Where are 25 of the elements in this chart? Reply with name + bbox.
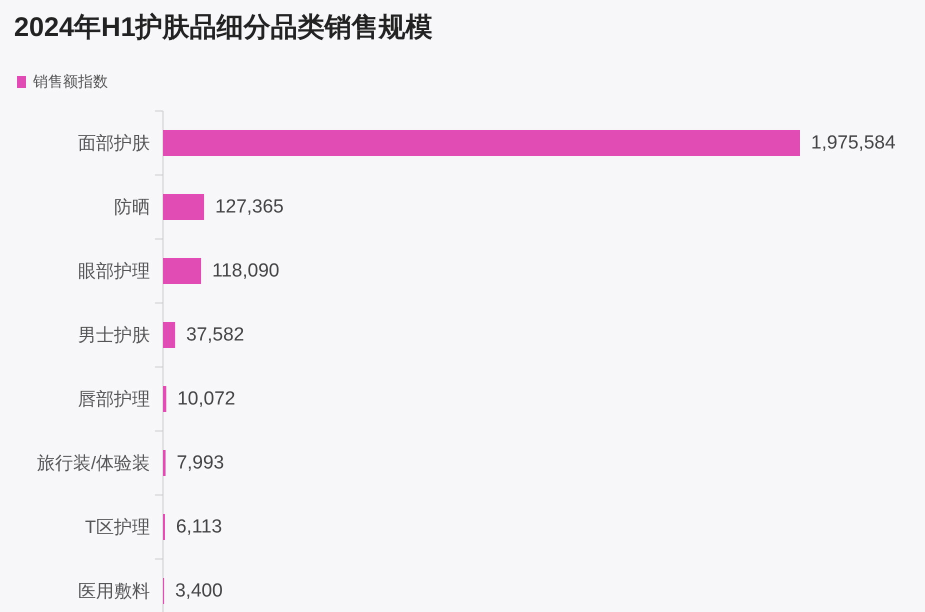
data-label: 3,400 <box>175 580 223 602</box>
data-label: 118,090 <box>212 260 280 282</box>
bar <box>163 450 166 476</box>
data-label: 1,975,584 <box>811 132 896 154</box>
chart-title: 2024年H1护肤品细分品类销售规模 <box>14 12 433 42</box>
bar <box>163 258 202 284</box>
bar <box>163 130 800 156</box>
data-label: 6,113 <box>176 516 222 538</box>
data-label: 10,072 <box>177 388 236 410</box>
data-label: 7,993 <box>176 452 224 474</box>
y-tick-label: 男士护肤 <box>78 325 150 345</box>
y-tick-label: 面部护肤 <box>78 133 150 153</box>
y-tick-label: 唇部护理 <box>78 389 150 409</box>
bar <box>163 194 204 220</box>
bar <box>163 322 176 348</box>
legend: 销售额指数 <box>17 74 108 90</box>
y-tick-label: 眼部护理 <box>78 261 150 281</box>
y-tick-label: T区护理 <box>85 517 150 537</box>
data-label: 127,365 <box>215 196 284 218</box>
y-tick-label: 防晒 <box>114 197 150 217</box>
bar <box>163 386 166 412</box>
y-tick-label: 医用敷料 <box>78 581 150 601</box>
y-tick-label: 旅行装/体验装 <box>36 453 150 473</box>
legend-label: 销售额指数 <box>32 74 108 90</box>
data-label: 37,582 <box>186 324 244 346</box>
